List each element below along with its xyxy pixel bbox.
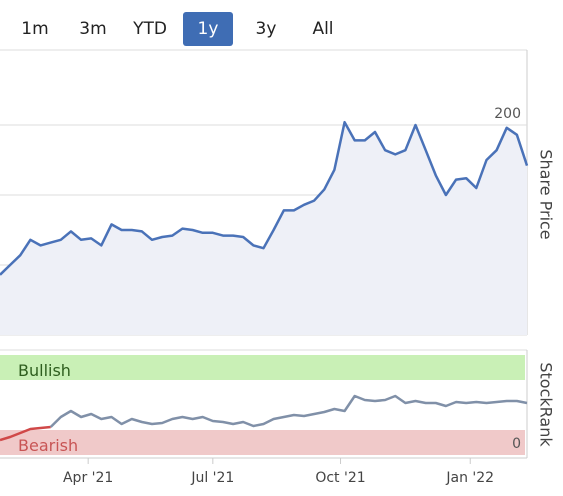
range-button[interactable]: All	[312, 19, 333, 39]
range-button[interactable]: 1m	[21, 19, 48, 39]
price-area	[0, 122, 527, 335]
x-tick-label: Apr '21	[63, 470, 113, 486]
x-tick-label: Jul '21	[190, 470, 234, 486]
series-line	[0, 120, 529, 276]
range-button-selected[interactable]	[183, 12, 233, 46]
band-label: Bearish	[18, 436, 78, 455]
range-button[interactable]: 1y	[198, 19, 219, 39]
band	[0, 355, 525, 380]
series-line	[49, 394, 528, 428]
range-button[interactable]: 3m	[79, 19, 106, 39]
y-axis-title: StockRank	[537, 362, 556, 447]
y-axis-title: Share Price	[537, 149, 556, 239]
band	[0, 430, 525, 455]
range-button[interactable]: YTD	[132, 19, 167, 39]
y-tick-label: 0	[512, 436, 521, 452]
y-tick-label: 200	[494, 106, 521, 122]
x-tick-label: Jan '22	[445, 470, 494, 486]
x-tick-label: Oct '21	[315, 470, 365, 486]
series-line	[0, 425, 51, 442]
band-label: Bullish	[18, 361, 71, 380]
range-button[interactable]: 3y	[256, 19, 277, 39]
